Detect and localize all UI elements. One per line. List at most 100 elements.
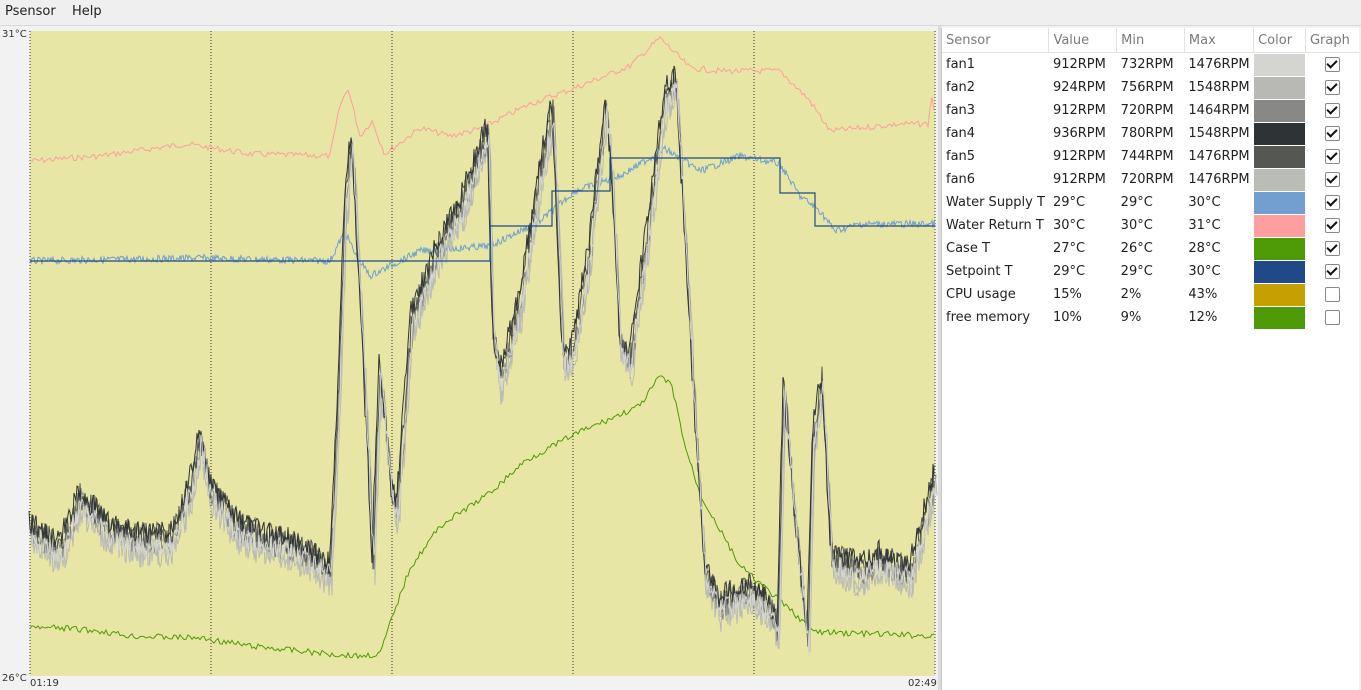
cell-sensor: fan1: [946, 57, 976, 72]
color-swatch[interactable]: [1253, 237, 1305, 260]
color-swatch[interactable]: [1253, 122, 1305, 145]
cell-graph: [1305, 145, 1359, 168]
cell-min: 720RPM: [1120, 103, 1174, 118]
sensor-series: [28, 36, 938, 660]
color-swatch[interactable]: [1253, 283, 1305, 306]
table-row[interactable]: fan2 924RPM 756RPM 1548RPM: [942, 76, 1359, 99]
cell-graph: [1305, 53, 1359, 77]
color-swatch[interactable]: [1253, 99, 1305, 122]
cell-min: 756RPM: [1120, 80, 1174, 95]
cell-sensor: CPU usage: [946, 287, 1016, 302]
table-row[interactable]: Setpoint T 29°C 29°C 30°C: [942, 260, 1359, 283]
cell-color[interactable]: [1253, 168, 1306, 191]
table-row[interactable]: fan4 936RPM 780RPM 1548RPM: [942, 122, 1359, 145]
graph-checkbox[interactable]: [1324, 57, 1340, 72]
col-header-value[interactable]: Value: [1048, 28, 1118, 53]
graph-checkbox[interactable]: [1324, 310, 1340, 325]
cell-max: 1548RPM: [1188, 126, 1250, 141]
cell-color[interactable]: [1253, 145, 1306, 168]
cell-max: 30°C: [1188, 264, 1221, 279]
cell-value: 912RPM: [1052, 57, 1106, 72]
color-swatch[interactable]: [1253, 53, 1305, 76]
cell-graph: [1305, 260, 1359, 283]
cell-max: 1548RPM: [1188, 80, 1250, 95]
graph-checkbox[interactable]: [1324, 264, 1340, 279]
graph-checkbox[interactable]: [1324, 80, 1340, 95]
cell-value: 912RPM: [1052, 103, 1106, 118]
cell-value: 29°C: [1052, 264, 1086, 279]
fan1-line: [30, 81, 937, 657]
cell-value: 29°C: [1052, 195, 1086, 210]
color-swatch[interactable]: [1253, 191, 1305, 214]
cell-graph: [1305, 76, 1359, 99]
graph-checkbox[interactable]: [1324, 172, 1340, 187]
cell-graph: [1305, 122, 1359, 145]
cell-max: 31°C: [1188, 218, 1221, 233]
table-row[interactable]: CPU usage 15% 2% 43%: [942, 283, 1359, 306]
col-header-color[interactable]: Color: [1253, 28, 1306, 53]
cell-value: 924RPM: [1052, 80, 1106, 95]
color-swatch[interactable]: [1253, 214, 1305, 237]
table-row[interactable]: Water Return T 30°C 30°C 31°C: [942, 214, 1359, 237]
cell-graph: [1305, 168, 1359, 191]
table-row[interactable]: free memory 10% 9% 12%: [942, 306, 1359, 329]
cell-min: 720RPM: [1120, 172, 1174, 187]
cell-color[interactable]: [1253, 99, 1306, 122]
col-header-max[interactable]: Max: [1184, 28, 1255, 53]
cell-graph: [1305, 306, 1359, 329]
cell-color[interactable]: [1253, 214, 1306, 237]
graph-checkbox[interactable]: [1324, 218, 1340, 233]
cell-color[interactable]: [1253, 237, 1306, 260]
color-swatch[interactable]: [1253, 76, 1305, 99]
cell-color[interactable]: [1253, 260, 1306, 283]
table-row[interactable]: fan3 912RPM 720RPM 1464RPM: [942, 99, 1359, 122]
cell-color[interactable]: [1253, 122, 1306, 145]
graph-checkbox[interactable]: [1324, 149, 1340, 164]
table-row[interactable]: Case T 27°C 26°C 28°C: [942, 237, 1359, 260]
cell-color[interactable]: [1253, 306, 1306, 329]
cell-color[interactable]: [1253, 191, 1306, 214]
cell-value: 912RPM: [1052, 149, 1106, 164]
graph-checkbox[interactable]: [1324, 241, 1340, 256]
cell-color[interactable]: [1253, 53, 1306, 77]
cell-max: 30°C: [1188, 195, 1221, 210]
cell-min: 2%: [1120, 287, 1142, 302]
menubar: Psensor Help: [0, 0, 1361, 26]
cell-max: 1476RPM: [1188, 149, 1250, 164]
cell-max: 43%: [1188, 287, 1218, 302]
cell-graph: [1305, 214, 1359, 237]
cell-max: 28°C: [1188, 241, 1221, 256]
cell-color[interactable]: [1253, 283, 1306, 306]
col-header-min[interactable]: Min: [1116, 28, 1185, 53]
time-gridlines: [29, 31, 936, 676]
cell-value: 30°C: [1052, 218, 1086, 233]
table-row[interactable]: fan6 912RPM 720RPM 1476RPM: [942, 168, 1359, 191]
cell-sensor: Case T: [946, 241, 990, 256]
pane-splitter[interactable]: [938, 26, 941, 690]
cell-max: 1464RPM: [1188, 103, 1250, 118]
cell-value: 15%: [1052, 287, 1082, 302]
color-swatch[interactable]: [1253, 306, 1305, 329]
table-row[interactable]: Water Supply T 29°C 29°C 30°C: [942, 191, 1359, 214]
color-swatch[interactable]: [1253, 145, 1305, 168]
cell-graph: [1305, 237, 1359, 260]
cell-min: 780RPM: [1120, 126, 1174, 141]
col-header-sensor[interactable]: Sensor: [942, 28, 1050, 53]
cell-min: 30°C: [1120, 218, 1153, 233]
graph-checkbox[interactable]: [1324, 287, 1340, 302]
graph-checkbox[interactable]: [1324, 103, 1340, 118]
graph-checkbox[interactable]: [1324, 126, 1340, 141]
cell-min: 744RPM: [1120, 149, 1174, 164]
color-swatch[interactable]: [1253, 260, 1305, 283]
table-row[interactable]: fan5 912RPM 744RPM 1476RPM: [942, 145, 1359, 168]
y-axis-min-label: 26°C: [2, 673, 27, 684]
graph-checkbox[interactable]: [1324, 195, 1340, 210]
table-row[interactable]: fan1 912RPM 732RPM 1476RPM: [942, 53, 1359, 77]
col-header-graph[interactable]: Graph: [1305, 28, 1359, 53]
menu-help[interactable]: Help: [72, 4, 102, 19]
cell-color[interactable]: [1253, 76, 1306, 99]
color-swatch[interactable]: [1253, 168, 1305, 191]
menu-psensor[interactable]: Psensor: [5, 4, 56, 19]
sensor-table: Sensor Value Min Max Color Graph fan1 912…: [942, 28, 1359, 329]
sensor-table-panel: Sensor Value Min Max Color Graph fan1 912…: [941, 28, 1359, 690]
